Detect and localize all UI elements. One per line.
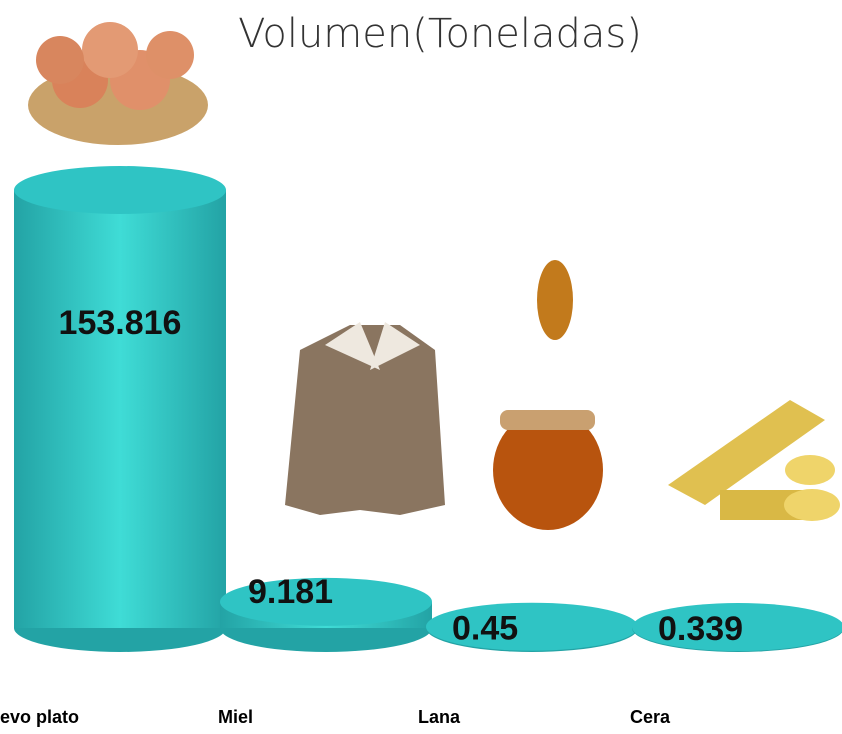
x-tick-label: Miel	[218, 707, 253, 727]
bar	[426, 602, 638, 652]
bar	[632, 603, 842, 652]
bar-top	[220, 577, 432, 626]
bar-body	[14, 190, 226, 628]
chart-title: Volumen(Toneladas)	[238, 11, 642, 57]
x-tick-label: Lana	[418, 707, 461, 727]
eggs-illustration	[28, 22, 208, 145]
x-tick-label: Cera	[630, 707, 671, 727]
bar	[14, 166, 226, 652]
bar-top	[426, 602, 638, 651]
wax-illustration	[668, 400, 840, 521]
value-label: 0.339	[658, 610, 743, 648]
honey-illustration	[493, 260, 603, 530]
bar-top	[14, 166, 226, 214]
bar-top	[632, 603, 842, 652]
value-label: 9.181	[248, 573, 333, 611]
jacket-illustration	[285, 322, 445, 515]
value-label: 0.45	[452, 610, 518, 648]
bar	[220, 577, 432, 652]
value-label: 153.816	[59, 304, 182, 342]
x-tick-label: evo plato	[0, 707, 79, 727]
